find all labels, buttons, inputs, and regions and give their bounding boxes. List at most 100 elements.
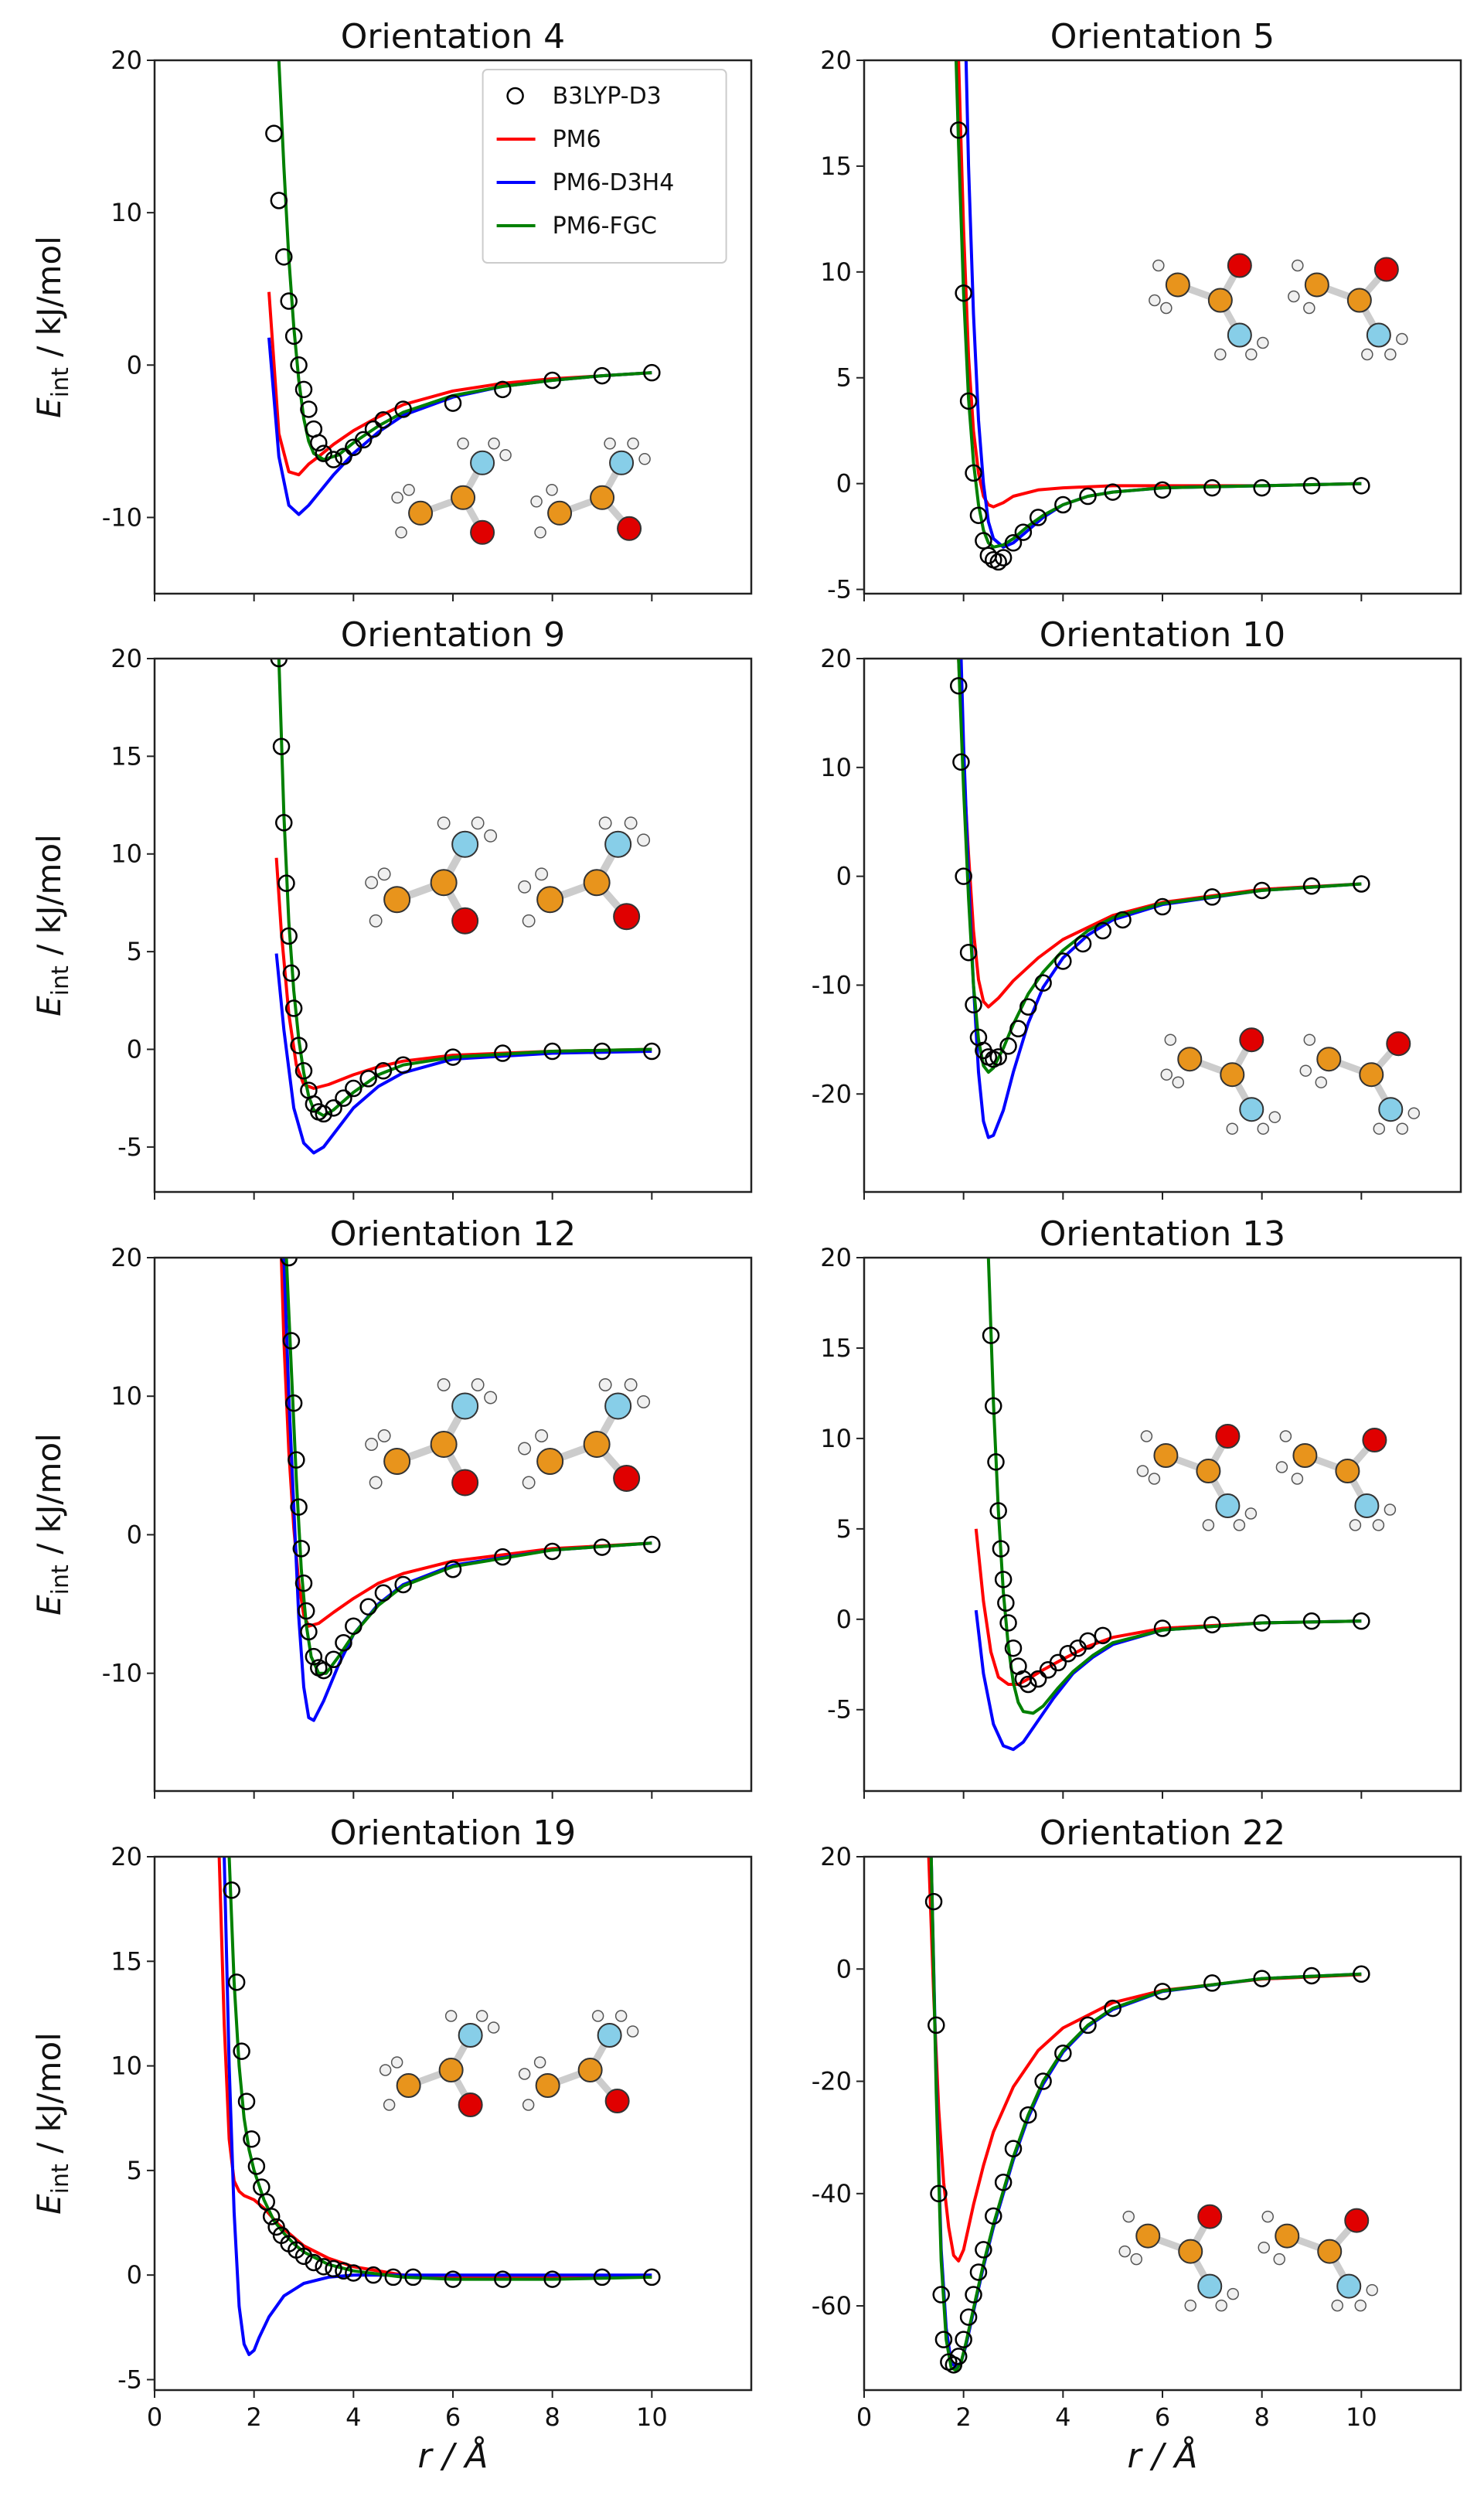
data-point xyxy=(994,549,1013,567)
data-point xyxy=(643,1535,661,1554)
y-tick-label: 0 xyxy=(127,1520,142,1549)
plot-frame xyxy=(863,1256,1462,1793)
data-point xyxy=(1004,2140,1023,2157)
y-tick-label: 15 xyxy=(820,152,852,181)
data-point xyxy=(345,1617,362,1635)
data-point xyxy=(310,434,328,452)
data-point xyxy=(265,124,283,142)
y-tick-label: 10 xyxy=(111,1381,142,1411)
data-point xyxy=(444,1048,462,1066)
y-tick-label: 10 xyxy=(820,753,852,782)
plot-area xyxy=(265,60,661,516)
data-point xyxy=(290,1498,308,1516)
data-point xyxy=(297,1602,315,1620)
data-point xyxy=(359,1070,377,1088)
data-point xyxy=(335,1089,352,1107)
y-axis-label: Eint / kJ/mol xyxy=(30,1433,74,1616)
legend: B3LYP-D3 PM6 PM6-D3H4 PM6-FGC xyxy=(482,69,727,264)
series-line-pm6 xyxy=(957,60,1362,509)
y-tick-label: -5 xyxy=(827,1695,852,1725)
x-tick-label: 6 xyxy=(1155,2402,1170,2432)
y-tick-label: -10 xyxy=(102,502,142,532)
data-point xyxy=(928,2016,945,2035)
data-point xyxy=(335,448,352,465)
plot-area xyxy=(924,1857,1370,2374)
y-tick-label: 10 xyxy=(111,839,142,869)
legend-marker xyxy=(506,87,524,105)
data-point xyxy=(444,394,462,412)
chart-title: Orientation 10 xyxy=(1040,615,1285,655)
x-tick-label: 10 xyxy=(636,2402,668,2432)
series-line-pm6 xyxy=(974,1528,1362,1686)
data-point xyxy=(959,2308,978,2326)
plot-area xyxy=(974,1258,1370,1752)
plot-frame xyxy=(863,657,1462,1194)
data-point xyxy=(494,1044,512,1062)
series-line-pm6-fgc xyxy=(957,659,1362,1074)
data-point xyxy=(543,1542,561,1561)
series-line-pm6 xyxy=(927,1857,1362,2263)
chart-panel-3: Orientation 9 -5 0 5 10 15 20 Eint / kJ/mol xyxy=(30,615,753,1200)
x-tick-label: 0 xyxy=(856,2402,872,2432)
x-tick-label: 4 xyxy=(345,2402,361,2432)
y-tick-label: 15 xyxy=(111,1946,142,1976)
data-point xyxy=(1034,2072,1052,2090)
y-tick-label: 20 xyxy=(111,1842,142,1871)
data-point xyxy=(325,451,342,468)
data-point xyxy=(1302,1612,1321,1630)
data-point xyxy=(1353,477,1370,495)
series-line-pm6-fgc xyxy=(929,1857,1362,2372)
data-point xyxy=(1203,888,1221,906)
data-point xyxy=(1019,2106,1037,2124)
plot-area xyxy=(949,60,1370,571)
data-point xyxy=(1049,1653,1067,1672)
data-point xyxy=(280,1258,298,1267)
data-point xyxy=(354,431,373,449)
data-point xyxy=(987,1453,1005,1471)
data-point xyxy=(315,444,332,462)
data-point xyxy=(1203,1974,1221,1992)
data-point xyxy=(345,2264,362,2282)
data-point xyxy=(932,2286,950,2304)
chart-title: Orientation 4 xyxy=(341,17,565,56)
data-point xyxy=(233,2042,250,2060)
data-point xyxy=(959,943,978,962)
data-point xyxy=(949,121,968,139)
y-tick-label: 10 xyxy=(111,2052,142,2081)
plot-frame xyxy=(863,59,1462,595)
y-tick-label: -40 xyxy=(812,2179,852,2208)
data-point xyxy=(1079,2016,1097,2035)
y-tick-label: 0 xyxy=(836,469,852,499)
chart-title: Orientation 13 xyxy=(1040,1214,1285,1254)
y-tick-label: 20 xyxy=(111,46,142,75)
data-point xyxy=(444,2270,462,2288)
data-point xyxy=(1014,523,1033,541)
data-point xyxy=(394,400,412,418)
data-point xyxy=(1094,921,1112,940)
plot-frame xyxy=(153,59,753,595)
data-point xyxy=(934,2331,953,2348)
data-point xyxy=(1203,478,1221,497)
data-point xyxy=(292,1540,311,1558)
y-tick-label: 15 xyxy=(820,1333,852,1363)
data-point xyxy=(275,248,293,266)
data-point xyxy=(315,1105,332,1123)
data-point xyxy=(277,874,295,892)
data-point xyxy=(1153,1983,1172,2001)
data-point xyxy=(1353,875,1370,893)
methyl-acetate-dimer-icon xyxy=(1118,2204,1378,2312)
data-point xyxy=(543,1042,561,1061)
chart-panel-1: Orientation 4 -10 0 10 20 Eint / kJ/mol B3LYP-… xyxy=(30,17,753,601)
x-tick-label: 0 xyxy=(147,2402,162,2432)
data-point xyxy=(315,1661,332,1680)
y-tick-label: 0 xyxy=(836,1954,852,1983)
data-point xyxy=(999,1037,1017,1055)
data-point xyxy=(364,420,383,438)
data-point xyxy=(1104,1999,1122,2018)
data-point xyxy=(955,284,972,302)
series-line-pm6-fgc xyxy=(227,1857,652,2281)
data-point xyxy=(930,2184,948,2203)
data-point xyxy=(494,1548,512,1566)
data-point xyxy=(294,380,313,399)
data-point xyxy=(294,1062,313,1080)
